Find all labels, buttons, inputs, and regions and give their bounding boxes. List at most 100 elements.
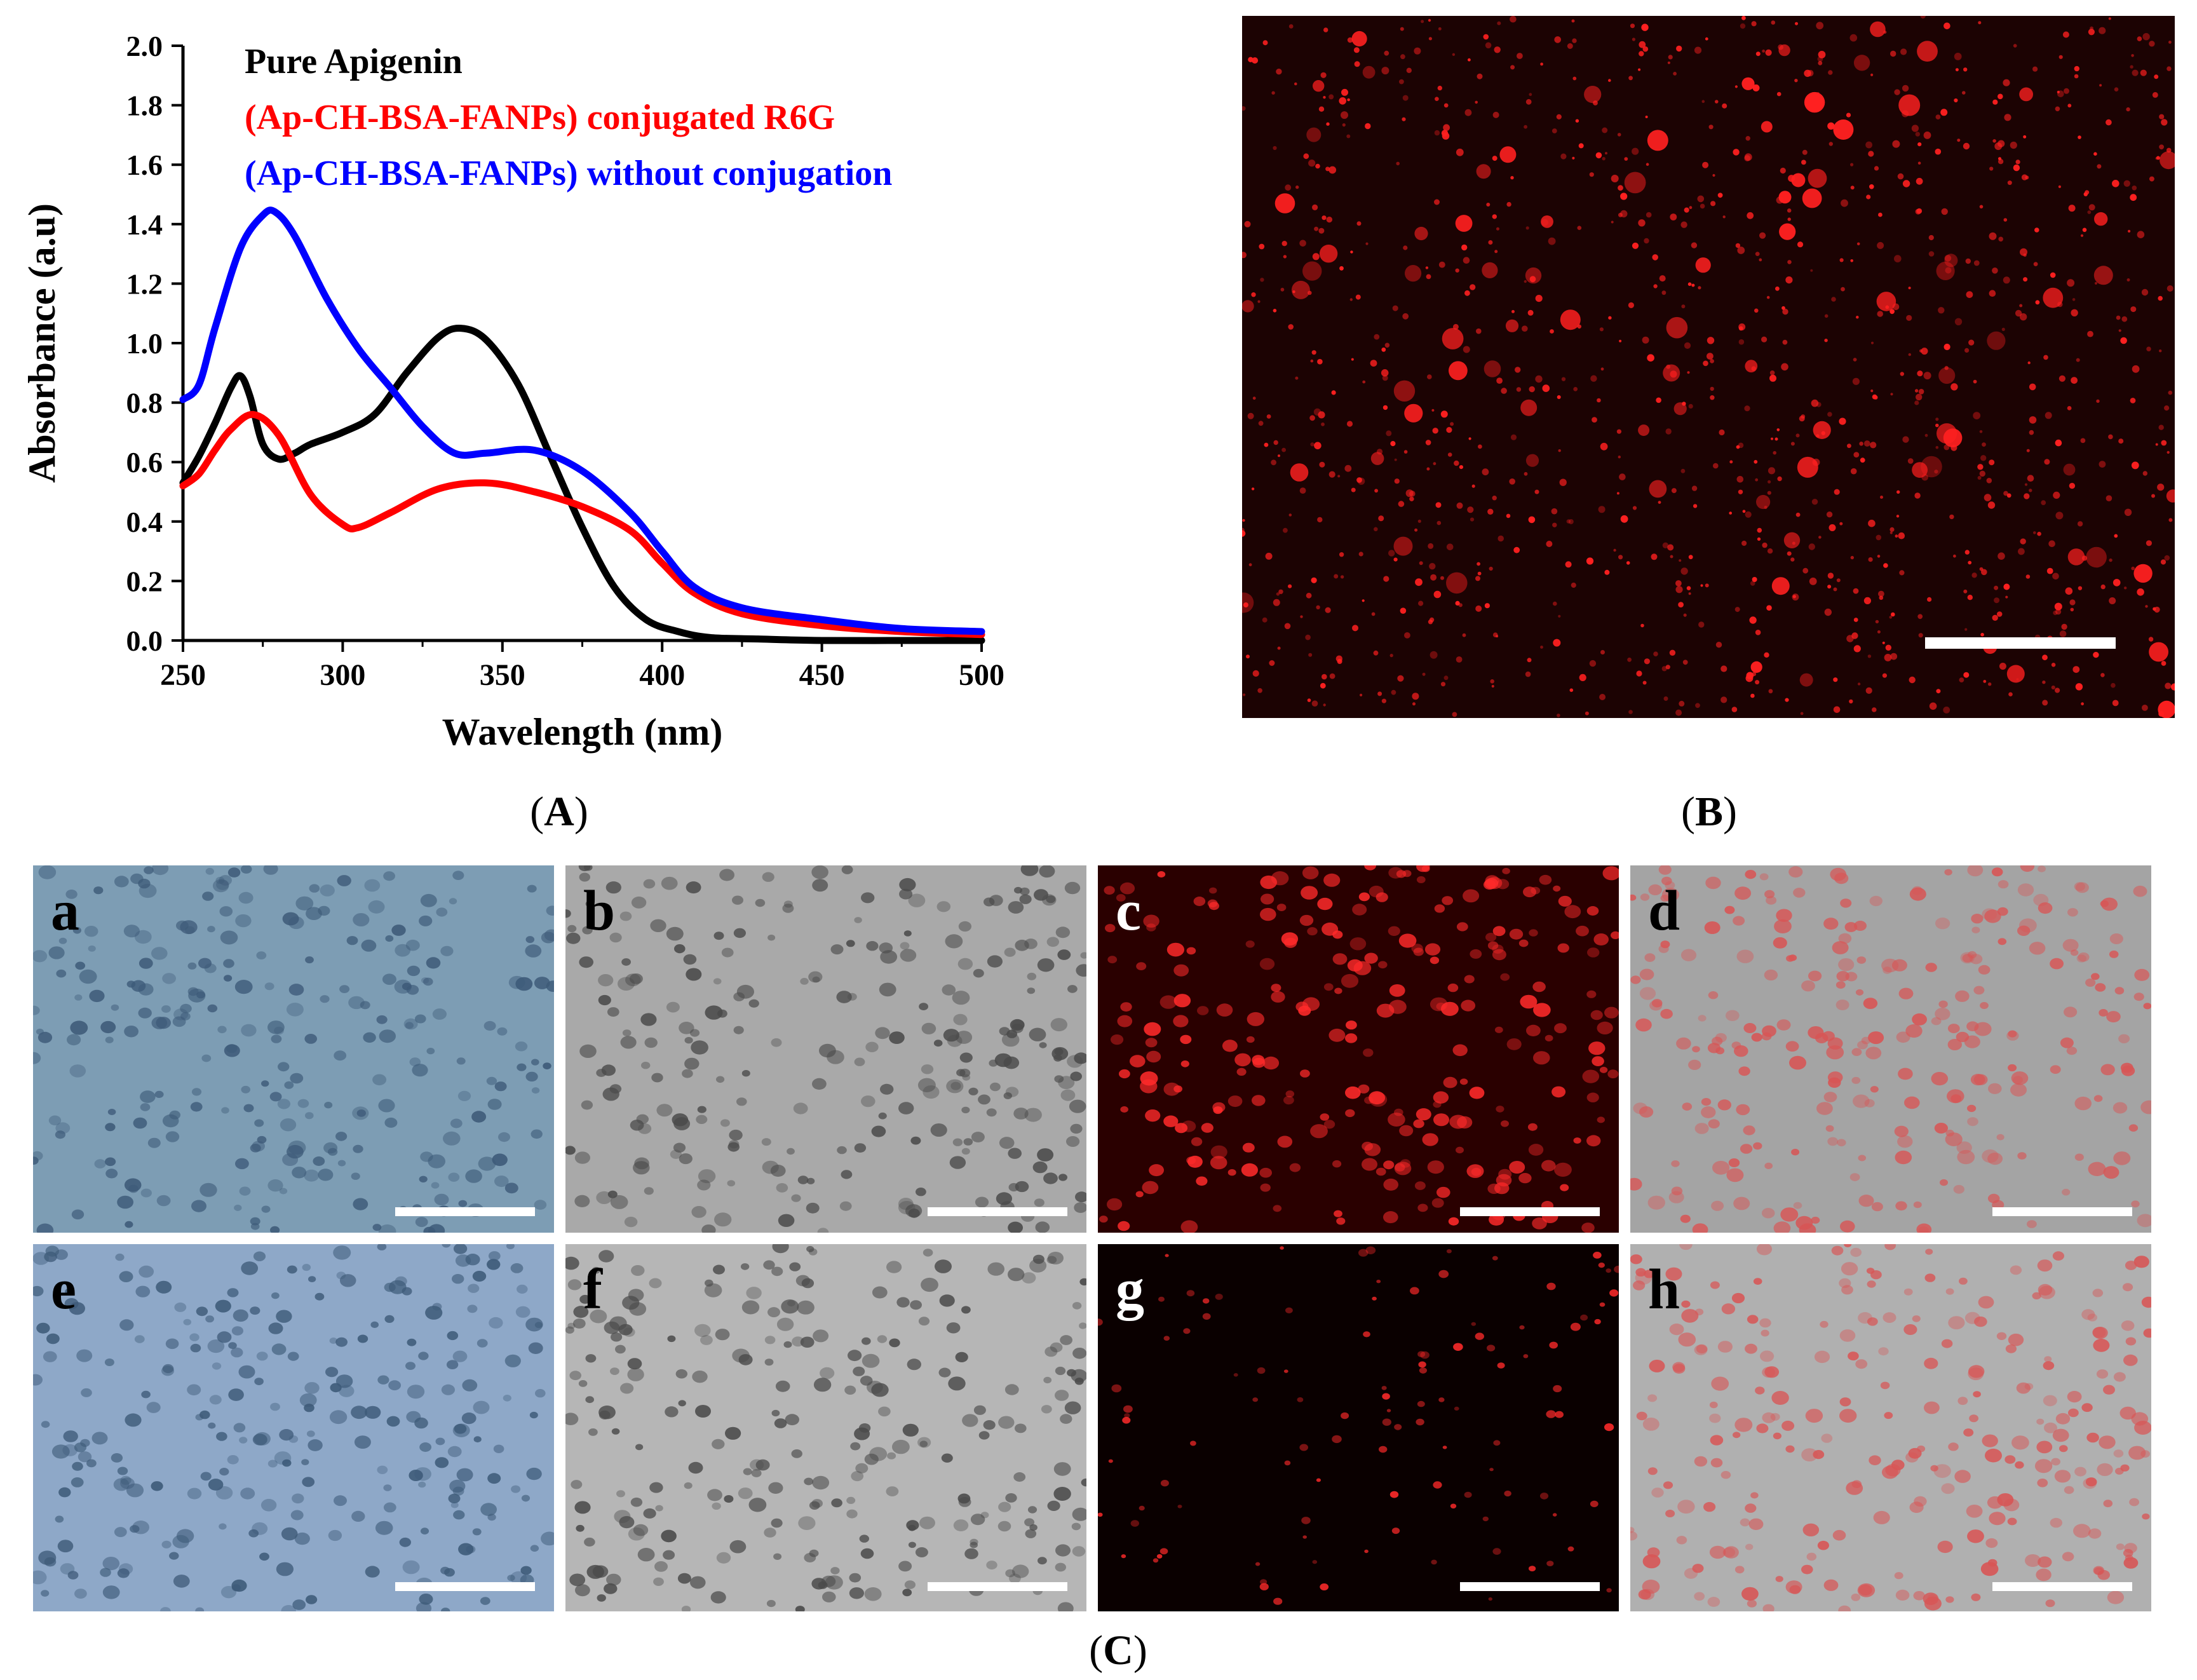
cell xyxy=(861,892,875,904)
cell xyxy=(2010,1083,2027,1097)
cell xyxy=(1909,1501,1924,1514)
fluorescent-particle xyxy=(1618,456,1621,459)
cell xyxy=(1158,1296,1165,1302)
cell xyxy=(1967,865,1984,877)
fluorescent-particle xyxy=(1745,136,1750,141)
cell xyxy=(1260,875,1277,890)
cell xyxy=(1745,870,1757,879)
fluorescent-particle xyxy=(1944,444,1950,450)
cell xyxy=(733,1026,744,1034)
fluorescent-particle xyxy=(1944,365,1949,370)
fluorescent-particle xyxy=(1525,226,1529,230)
fluorescent-particle xyxy=(1505,319,1519,332)
fluorescent-particle xyxy=(2146,540,2152,546)
cell xyxy=(923,1249,933,1257)
fluorescent-particle xyxy=(1557,395,1561,399)
cell xyxy=(959,1068,971,1078)
cell xyxy=(973,1405,986,1415)
cell xyxy=(604,1583,618,1594)
cell xyxy=(1358,1084,1370,1094)
cell xyxy=(736,984,754,999)
cell xyxy=(1365,1246,1376,1254)
fluorescent-particle xyxy=(1999,663,2006,670)
cell xyxy=(1644,953,1656,962)
fluorescent-particle xyxy=(1829,142,1833,146)
cell xyxy=(176,920,189,931)
fluorescent-particle xyxy=(1810,269,1813,272)
cell xyxy=(633,1524,649,1536)
cell xyxy=(165,1338,179,1350)
fluorescent-particle xyxy=(2167,66,2172,71)
cell xyxy=(2081,1309,2095,1320)
fluorescent-particle xyxy=(1492,496,1497,501)
fluorescent-particle xyxy=(1883,30,1887,34)
fluorescent-particle xyxy=(2013,164,2020,172)
cell xyxy=(839,1201,852,1211)
cell xyxy=(290,1510,304,1521)
cell xyxy=(674,944,686,954)
cell xyxy=(1283,1095,1294,1105)
cell xyxy=(767,1307,780,1318)
cell xyxy=(686,881,701,894)
cell xyxy=(2085,979,2096,987)
cell xyxy=(506,1244,515,1249)
cell xyxy=(713,931,724,940)
fluorescent-particle xyxy=(2159,114,2165,119)
cell xyxy=(666,926,684,941)
fluorescent-particle xyxy=(2114,87,2119,91)
fluorescent-particle xyxy=(1642,681,1647,685)
fluorescent-particle xyxy=(1651,553,1658,560)
cell xyxy=(1839,1397,1851,1407)
cell xyxy=(956,1031,973,1044)
fluorescent-particle xyxy=(1402,313,1409,320)
cell xyxy=(452,1274,464,1284)
fluorescent-particle xyxy=(1443,124,1450,132)
cell xyxy=(339,1385,355,1397)
cell xyxy=(235,914,252,928)
cell xyxy=(282,912,299,926)
cell xyxy=(1736,949,1754,963)
cell xyxy=(337,1160,346,1167)
fluorescent-particle xyxy=(1885,305,1889,309)
cell xyxy=(1487,941,1499,950)
fluorescent-particle xyxy=(1600,442,1608,450)
fluorescent-particle xyxy=(1295,376,1299,380)
cell xyxy=(1611,931,1619,939)
fluorescent-particle xyxy=(1968,339,1975,346)
cell xyxy=(1957,1397,1968,1406)
cell xyxy=(696,1114,708,1124)
fluorescent-particle xyxy=(2003,276,2010,284)
cell xyxy=(830,1567,840,1575)
fluorescent-particle xyxy=(1900,48,1907,55)
cell xyxy=(1723,1546,1739,1559)
cell xyxy=(2029,942,2046,955)
cell xyxy=(1630,975,1641,984)
cell xyxy=(1588,1041,1606,1055)
fluorescent-particle xyxy=(1342,123,1346,127)
cell xyxy=(1648,884,1662,895)
fluorescent-particle xyxy=(1308,653,1313,657)
fluorescent-particle xyxy=(1284,623,1291,630)
cell xyxy=(388,1380,401,1391)
cell xyxy=(1813,1450,1825,1460)
fluorescent-particle xyxy=(1389,653,1393,658)
cell xyxy=(1364,952,1378,964)
fluorescent-particle xyxy=(1608,316,1612,320)
fluorescent-particle xyxy=(1694,46,1702,54)
fluorescent-particle xyxy=(2051,685,2055,690)
fluorescent-particle xyxy=(1656,397,1661,403)
fluorescent-particle xyxy=(1477,73,1483,79)
cell xyxy=(1945,1132,1963,1146)
cell xyxy=(297,1099,309,1108)
cell xyxy=(196,1306,208,1317)
cell xyxy=(1761,1208,1775,1219)
fluorescent-particle xyxy=(1317,358,1323,365)
cell xyxy=(308,1276,316,1282)
cell xyxy=(1143,914,1159,928)
fluorescent-particle xyxy=(1437,85,1442,91)
fluorescent-particle xyxy=(1921,348,1928,355)
fluorescent-particle xyxy=(1831,297,1836,302)
cell xyxy=(1867,1280,1876,1288)
fluorescent-particle xyxy=(1551,508,1558,515)
fluorescent-particle xyxy=(2050,272,2056,278)
